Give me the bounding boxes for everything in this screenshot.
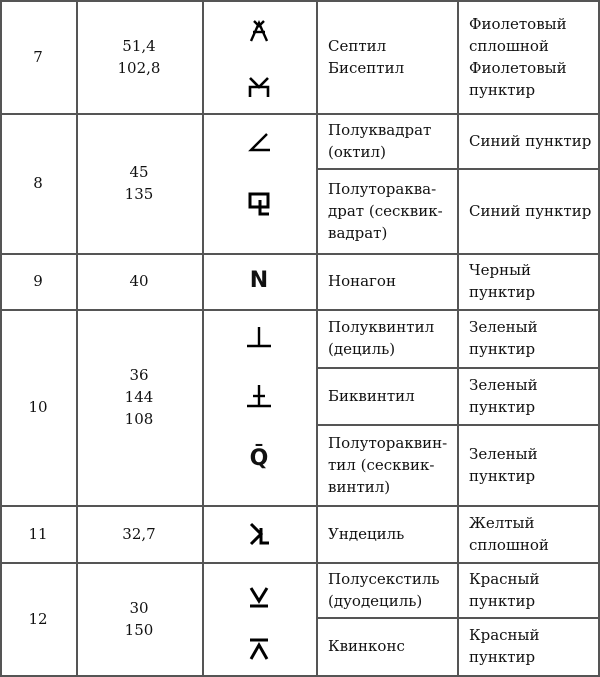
novile-icon: N bbox=[249, 268, 269, 293]
aspect-name: Нонагон bbox=[328, 272, 396, 290]
row-number: 9 bbox=[33, 272, 43, 290]
aspect-name: Полутораква-драт (сесквик-вадрат) bbox=[328, 179, 443, 242]
line-style: Фиолетовый сплошной Фиолетовый пунктир bbox=[469, 14, 567, 99]
line-style: Желтый сплошной bbox=[469, 513, 549, 554]
aspect-name: Септил bbox=[328, 36, 387, 55]
row-number: 12 bbox=[28, 610, 48, 628]
degrees: 32,7 bbox=[122, 524, 156, 543]
degrees: 45 135 bbox=[124, 163, 154, 203]
line-style: Синий пунктир bbox=[469, 201, 592, 220]
row-number: 8 bbox=[33, 174, 43, 192]
line-style: Красный пунктир bbox=[469, 569, 540, 610]
aspect-name: Бисептил bbox=[328, 58, 405, 77]
line-style: Зеленый пунктир bbox=[469, 444, 538, 485]
quincunx-icon bbox=[202, 638, 316, 660]
degrees: 51,4 102,8 bbox=[76, 0, 202, 113]
degrees: 36 144 108 bbox=[124, 366, 154, 428]
biquintile-icon bbox=[202, 384, 316, 408]
row-number: 7 bbox=[33, 47, 43, 66]
semisquare-icon bbox=[202, 132, 316, 152]
degree-value: 102,8 bbox=[117, 58, 161, 77]
line-style: Синий пунктир bbox=[469, 131, 592, 150]
line-style: Черный пунктир bbox=[469, 261, 536, 301]
undecile-icon bbox=[202, 522, 316, 546]
row-number: 11 bbox=[28, 524, 48, 543]
sesquiquintile-icon: Q̄ bbox=[249, 446, 269, 471]
aspect-name: Ундециль bbox=[328, 524, 405, 543]
line-style: Красный пунктир bbox=[469, 626, 540, 666]
sesquiquadrate-icon bbox=[202, 192, 316, 216]
degrees: 30 150 bbox=[124, 599, 154, 639]
aspect-name: Полуквадрат (октил) bbox=[328, 120, 432, 161]
semisextile-icon bbox=[202, 586, 316, 608]
aspect-name: Биквинтил bbox=[328, 386, 415, 405]
semiquintile-icon bbox=[202, 326, 316, 348]
degrees: 40 bbox=[129, 272, 149, 290]
row-number: 10 bbox=[28, 398, 48, 416]
aspect-name: Полусекстиль (дуодециль) bbox=[328, 569, 440, 610]
line-style: Зеленый пунктир bbox=[469, 318, 538, 358]
aspect-name: Квинконс bbox=[328, 637, 405, 655]
degree-value: 51,4 bbox=[122, 36, 156, 55]
aspect-name: Полуквинтил (дециль) bbox=[328, 318, 435, 358]
septile-icon bbox=[202, 18, 316, 42]
aspect-name: Полутораквин-тил (сесквик-винтил) bbox=[328, 433, 448, 496]
biseptile-icon bbox=[202, 76, 316, 98]
line-style: Зеленый пунктир bbox=[469, 375, 538, 416]
